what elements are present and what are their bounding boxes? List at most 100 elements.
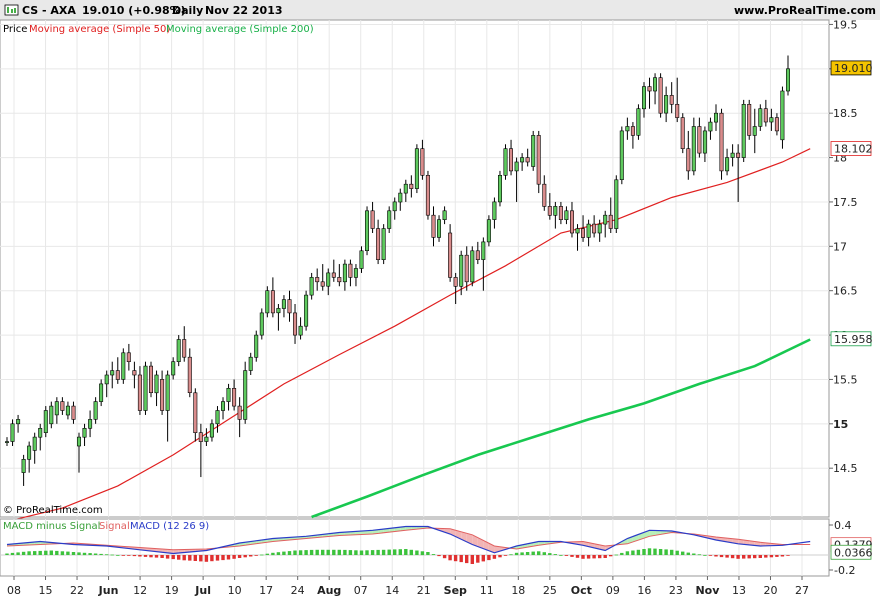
candle-body bbox=[187, 356, 192, 394]
candle-body bbox=[115, 370, 120, 380]
macd-hist-bar bbox=[376, 549, 380, 555]
macd-hist-bar bbox=[581, 555, 585, 559]
candle-body bbox=[276, 308, 281, 314]
legend-macd[interactable]: MACD (12 26 9) bbox=[130, 521, 209, 532]
candle-body bbox=[32, 436, 37, 451]
candle-body bbox=[647, 86, 652, 92]
macd-signal-fill bbox=[732, 538, 739, 544]
macd-hist-bar bbox=[232, 555, 236, 559]
macd-hist-bar bbox=[686, 552, 690, 555]
candle-body bbox=[481, 241, 486, 260]
macd-hist-bar bbox=[775, 555, 779, 557]
candle-body bbox=[71, 405, 76, 420]
macd-hist-bar bbox=[21, 551, 26, 555]
macd-hist-bar bbox=[226, 555, 231, 560]
macd-hist-bar bbox=[703, 555, 707, 556]
macd-hist-bar bbox=[110, 554, 114, 556]
macd-hist-bar bbox=[82, 552, 87, 556]
candle-body bbox=[265, 290, 270, 314]
macd-hist-bar bbox=[537, 551, 541, 556]
candle-body bbox=[741, 104, 746, 158]
macd-hist-bar bbox=[160, 555, 164, 558]
candle-body bbox=[497, 175, 502, 203]
macd-hist-bar bbox=[692, 553, 696, 555]
macd-hist-bar bbox=[370, 550, 375, 555]
macd-hist-bar bbox=[182, 555, 186, 561]
candle-body bbox=[425, 175, 430, 216]
candle-body bbox=[132, 370, 137, 376]
macd-hist-bar bbox=[542, 552, 546, 555]
price-tick-label: 14.5 bbox=[833, 462, 858, 475]
macd-signal-fill bbox=[743, 540, 750, 545]
macd-hist-bar bbox=[132, 555, 137, 557]
x-tick-label: 17 bbox=[259, 584, 273, 597]
candle-body bbox=[459, 254, 464, 287]
x-tick-label: 25 bbox=[543, 584, 557, 597]
macd-hist-bar bbox=[66, 551, 70, 555]
header-website[interactable]: www.ProRealTime.com bbox=[734, 4, 876, 17]
candle-body bbox=[436, 219, 441, 238]
legend-ma50[interactable]: Moving average (Simple 50) bbox=[29, 24, 170, 35]
macd-hist-bar bbox=[249, 555, 253, 557]
macd-hist-bar bbox=[33, 551, 37, 555]
candle-body bbox=[309, 277, 314, 296]
macd-hist-bar bbox=[38, 550, 42, 555]
candle-body bbox=[558, 206, 563, 220]
hist-badge-box bbox=[830, 544, 872, 560]
x-tick-label: Jun bbox=[98, 584, 119, 597]
macd-signal-fill bbox=[405, 526, 412, 531]
candle-body bbox=[758, 108, 763, 127]
candle-body bbox=[232, 387, 237, 407]
legend-ma200[interactable]: Moving average (Simple 200) bbox=[166, 24, 314, 35]
candle-body bbox=[636, 108, 641, 136]
candle-body bbox=[121, 352, 126, 380]
macd-hist-bar bbox=[315, 549, 319, 556]
macd-hist-bar bbox=[470, 555, 474, 564]
candle-body bbox=[376, 228, 381, 261]
x-tick-label: 13 bbox=[732, 584, 746, 597]
x-tick-label: 15 bbox=[39, 584, 53, 597]
candle-body bbox=[387, 210, 392, 229]
candle-body bbox=[193, 392, 198, 433]
macd-hist-bar bbox=[88, 553, 92, 555]
macd-signal-fill bbox=[749, 540, 755, 546]
legend-macd-hist[interactable]: MACD minus Signal bbox=[3, 521, 100, 532]
candle-body bbox=[619, 130, 624, 180]
macd-signal-fill bbox=[367, 530, 373, 535]
candle-body bbox=[608, 214, 613, 229]
candle-body bbox=[281, 299, 286, 309]
macd-hist-bar bbox=[448, 555, 452, 561]
candle-body bbox=[304, 294, 309, 327]
candle-body bbox=[5, 441, 10, 443]
x-tick-label: Aug bbox=[317, 584, 341, 597]
macd-hist-bar bbox=[614, 554, 618, 556]
macd-signal-fill bbox=[621, 538, 628, 545]
macd-hist-bar bbox=[575, 555, 580, 558]
candle-body bbox=[719, 112, 724, 172]
candle-body bbox=[198, 432, 203, 442]
macd-signal-fill bbox=[400, 526, 406, 531]
macd-hist-bar bbox=[636, 549, 641, 556]
x-tick-label: Jul bbox=[194, 584, 211, 597]
candle-body bbox=[370, 210, 375, 229]
candle-body bbox=[38, 427, 43, 438]
x-tick-label: 24 bbox=[291, 584, 305, 597]
candle-body bbox=[420, 148, 425, 176]
macd-hist-bar bbox=[730, 555, 735, 559]
candle-body bbox=[353, 268, 358, 278]
candle-body bbox=[403, 183, 408, 194]
ma200-layer bbox=[311, 338, 811, 519]
header-bar bbox=[0, 0, 880, 20]
candle-body bbox=[359, 250, 364, 269]
candle-body bbox=[143, 365, 148, 411]
macd-hist-bar bbox=[271, 552, 275, 556]
candle-body bbox=[209, 423, 214, 438]
ma50-line bbox=[6, 148, 811, 522]
macd-signal-fill bbox=[477, 537, 484, 549]
candle-body bbox=[342, 263, 347, 283]
macd-hist-bar bbox=[548, 553, 552, 555]
macd-hist-bar bbox=[564, 555, 569, 556]
candle-body bbox=[492, 201, 497, 220]
candle-body bbox=[331, 272, 336, 278]
legend-signal[interactable]: Signal bbox=[99, 521, 130, 532]
